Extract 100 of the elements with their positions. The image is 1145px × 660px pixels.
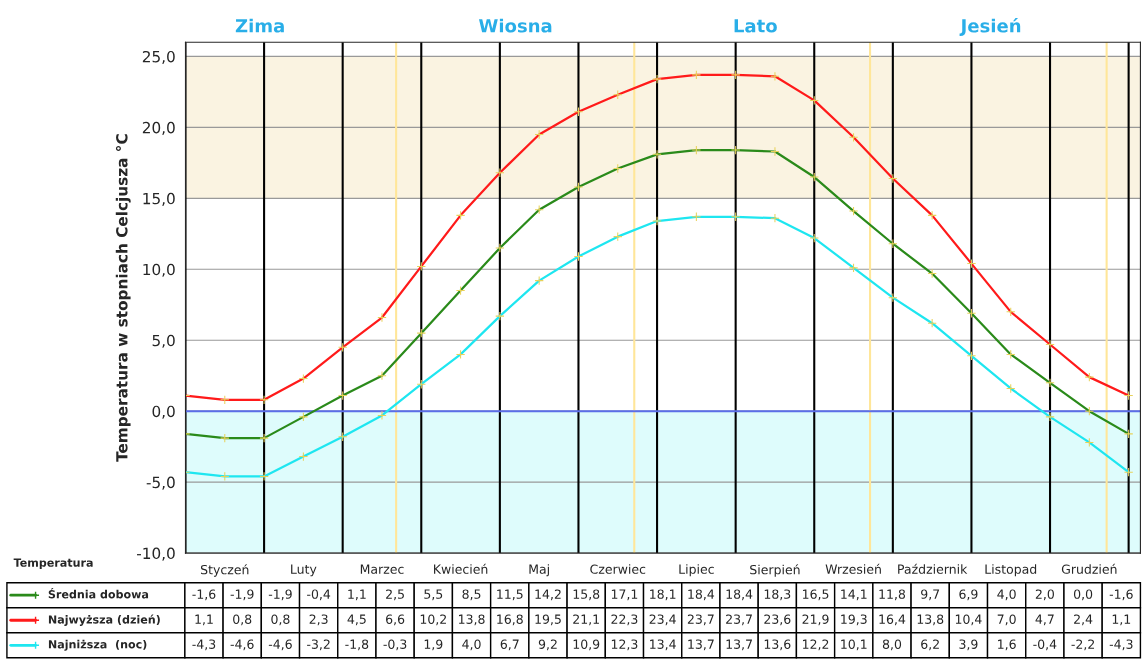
data-label: 3,9 bbox=[959, 639, 978, 651]
data-label: -1,9 bbox=[230, 589, 254, 601]
data-label: 8,5 bbox=[462, 589, 481, 601]
data-label: 1,1 bbox=[348, 589, 366, 601]
data-label: -4,3 bbox=[1109, 639, 1133, 651]
data-label: -4,6 bbox=[230, 639, 254, 651]
x-tick-label: Sierpień bbox=[750, 564, 800, 577]
text: Jesień bbox=[959, 17, 1021, 36]
data-label: 12,3 bbox=[611, 639, 638, 651]
data-label: 4,7 bbox=[1035, 614, 1054, 626]
data-label: -4,6 bbox=[268, 639, 292, 651]
y-tick-label: 20,0 bbox=[142, 121, 175, 135]
x-tick-label: Październik bbox=[898, 563, 968, 574]
data-label: -1,6 bbox=[192, 589, 216, 601]
text: Wiosna bbox=[478, 18, 552, 33]
data-label: 16,8 bbox=[497, 614, 523, 626]
data-label: 1,6 bbox=[998, 639, 1016, 651]
data-label: 8,0 bbox=[882, 639, 902, 651]
data-label: 19,5 bbox=[535, 614, 561, 626]
y-tick-label: 10,0 bbox=[143, 263, 175, 277]
x-tick-label: Styczeń bbox=[200, 564, 249, 577]
x-tick-label: Maj bbox=[529, 564, 549, 577]
data-label: -1,8 bbox=[345, 639, 369, 651]
data-label: 15,8 bbox=[573, 589, 600, 601]
data-label: 11,5 bbox=[497, 589, 523, 601]
x-tick-label: Czerwiec bbox=[590, 564, 646, 574]
data-label: -4,3 bbox=[192, 639, 216, 651]
data-label: -0,4 bbox=[307, 589, 331, 601]
y-axis-title: Temperatura w stopniach Celcjusza °C bbox=[115, 134, 131, 462]
data-label: 10,2 bbox=[420, 614, 446, 626]
data-label: 6,9 bbox=[959, 589, 978, 601]
x-tick-label: Wrzesień bbox=[825, 563, 881, 574]
data-label: 18,4 bbox=[726, 589, 753, 601]
data-label: 9,7 bbox=[921, 589, 940, 601]
legend-label: Najwyższa (dzień) bbox=[48, 614, 160, 626]
data-label: 4,5 bbox=[347, 614, 366, 626]
x-tick-label: Grudzień bbox=[1061, 563, 1117, 574]
data-label: 2,5 bbox=[386, 589, 404, 601]
data-label: -1,6 bbox=[1109, 589, 1133, 601]
legend-label: Najniższa (noc) bbox=[48, 639, 147, 651]
data-label: 18,1 bbox=[650, 589, 676, 601]
data-label: 21,9 bbox=[802, 614, 829, 626]
data-label: 23,7 bbox=[726, 614, 752, 626]
x-tick-label: Listopad bbox=[985, 564, 1037, 577]
data-label: 13,6 bbox=[764, 639, 791, 651]
data-label: 10,9 bbox=[573, 639, 600, 651]
data-label: 0,0 bbox=[1073, 589, 1093, 601]
data-label: 13,8 bbox=[459, 614, 485, 626]
x-tick-label: Lipiec bbox=[679, 564, 714, 577]
data-label: 0,8 bbox=[233, 614, 252, 626]
data-label: 11,8 bbox=[879, 589, 906, 601]
data-label: -1,9 bbox=[268, 589, 292, 601]
data-label: 9,2 bbox=[538, 639, 557, 651]
data-label: 10,1 bbox=[841, 639, 867, 651]
y-tick-label: 15,0 bbox=[143, 192, 175, 206]
data-label: 16,5 bbox=[802, 589, 829, 601]
data-label: 6,7 bbox=[500, 639, 519, 651]
data-label: 2,0 bbox=[1035, 589, 1054, 601]
data-label: 1,1 bbox=[195, 614, 213, 626]
data-label: 10,4 bbox=[955, 614, 982, 626]
data-label: 6,6 bbox=[386, 614, 405, 626]
data-label: 18,3 bbox=[764, 589, 791, 601]
text: Zima bbox=[235, 18, 284, 33]
data-label: 23,7 bbox=[687, 614, 714, 626]
data-label: 21,1 bbox=[573, 614, 599, 626]
text: Lato bbox=[734, 19, 777, 33]
data-label: 23,4 bbox=[649, 614, 676, 626]
data-label: 1,9 bbox=[424, 639, 443, 651]
data-label: 19,3 bbox=[841, 614, 867, 626]
x-tick-label: Marzec bbox=[360, 564, 404, 574]
y-tick-label: 0,0 bbox=[152, 405, 175, 419]
data-label: 4,0 bbox=[997, 589, 1016, 601]
data-label: 0,8 bbox=[271, 614, 290, 626]
data-label: 6,2 bbox=[921, 639, 939, 651]
data-label: 22,3 bbox=[611, 614, 638, 626]
data-label: 17,1 bbox=[611, 589, 638, 601]
y-tick-label: 5,0 bbox=[152, 334, 175, 348]
y-tick-label: -10,0 bbox=[136, 547, 175, 561]
data-label: 5,5 bbox=[424, 589, 443, 601]
data-label: 18,4 bbox=[688, 589, 715, 601]
data-label: 14,1 bbox=[841, 589, 867, 601]
data-label: 16,4 bbox=[879, 614, 906, 626]
data-label: 4,0 bbox=[462, 639, 481, 651]
y-tick-label: -5,0 bbox=[146, 476, 175, 490]
data-label: -3,2 bbox=[307, 639, 330, 651]
y-tick-label: 25,0 bbox=[142, 50, 175, 65]
data-label: 13,7 bbox=[688, 639, 714, 651]
data-label: 1,1 bbox=[1112, 614, 1131, 626]
legend-label: Średnia dobowa bbox=[48, 588, 149, 599]
data-label: 2,4 bbox=[1074, 614, 1093, 626]
data-label: 13,4 bbox=[650, 639, 676, 651]
data-label: 14,2 bbox=[535, 589, 561, 601]
data-label: -0,3 bbox=[383, 639, 407, 651]
data-label: 7,0 bbox=[997, 614, 1016, 626]
data-label: -0,4 bbox=[1033, 639, 1057, 651]
text: Temperatura bbox=[13, 558, 93, 569]
data-label: 13,7 bbox=[726, 639, 752, 651]
data-label: 23,6 bbox=[764, 614, 791, 626]
data-label: 12,2 bbox=[802, 639, 829, 651]
x-tick-label: Kwiecień bbox=[434, 563, 488, 574]
